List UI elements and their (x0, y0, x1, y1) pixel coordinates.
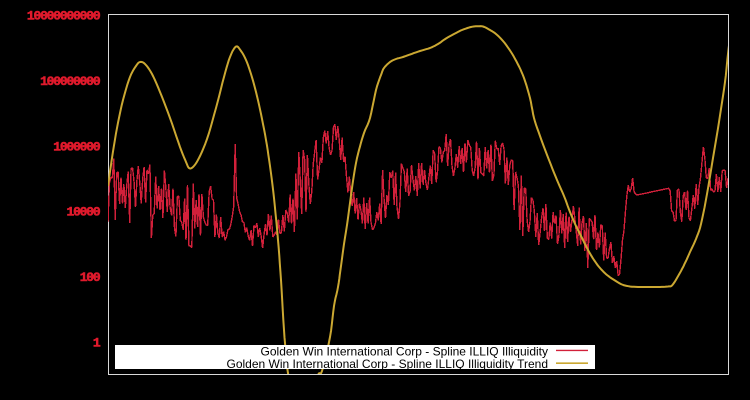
svg-text:Golden Win International Corp: Golden Win International Corp - Spline I… (227, 357, 549, 371)
svg-text:10000000000: 10000000000 (27, 9, 101, 24)
svg-text:100: 100 (80, 270, 101, 285)
svg-text:1: 1 (93, 336, 101, 351)
svg-text:Golden Win International Corp: Golden Win International Corp - Spline I… (261, 344, 548, 358)
svg-text:100000000: 100000000 (40, 74, 101, 89)
svg-text:10000: 10000 (66, 205, 100, 220)
svg-text:1000000: 1000000 (53, 139, 101, 154)
